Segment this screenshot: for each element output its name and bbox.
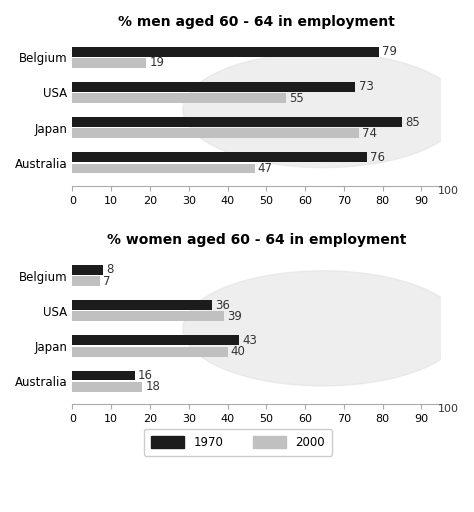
Bar	[73, 47, 379, 56]
Title: % women aged 60 - 64 in employment: % women aged 60 - 64 in employment	[107, 233, 406, 247]
Text: 74: 74	[363, 127, 377, 140]
Bar	[73, 117, 402, 127]
Text: 79: 79	[382, 45, 397, 58]
Bar	[73, 82, 356, 92]
Text: 55: 55	[289, 92, 303, 104]
Text: 19: 19	[149, 56, 164, 69]
Text: 85: 85	[405, 116, 420, 129]
Bar	[73, 93, 286, 103]
Bar	[73, 371, 135, 380]
Bar	[73, 153, 367, 162]
Text: 76: 76	[370, 151, 385, 164]
Circle shape	[183, 53, 463, 167]
Bar	[73, 129, 359, 138]
Text: 43: 43	[242, 334, 257, 347]
Text: 16: 16	[137, 369, 153, 382]
Text: 36: 36	[215, 298, 230, 312]
Bar	[73, 347, 228, 356]
Text: 39: 39	[227, 310, 242, 323]
Title: % men aged 60 - 64 in employment: % men aged 60 - 64 in employment	[118, 15, 395, 29]
Bar	[73, 276, 100, 286]
Text: 47: 47	[258, 162, 273, 175]
Bar	[73, 164, 255, 174]
Text: 73: 73	[359, 80, 374, 93]
Bar	[73, 58, 146, 68]
Bar	[73, 311, 224, 322]
Text: 40: 40	[231, 345, 246, 358]
Bar	[73, 335, 239, 345]
Bar	[73, 265, 103, 275]
Text: 8: 8	[107, 263, 114, 276]
Text: 100: 100	[438, 404, 459, 414]
Text: 7: 7	[103, 274, 110, 288]
Bar	[73, 382, 142, 392]
Legend: 1970, 2000: 1970, 2000	[144, 429, 332, 456]
Text: 18: 18	[146, 380, 160, 393]
Text: 100: 100	[438, 186, 459, 196]
Circle shape	[183, 271, 463, 386]
Bar	[73, 300, 212, 310]
